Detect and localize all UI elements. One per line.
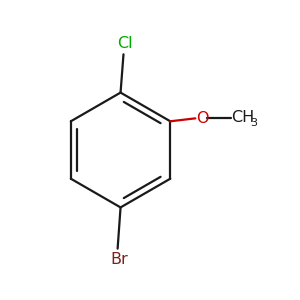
Text: Br: Br — [110, 253, 128, 268]
Text: CH: CH — [232, 110, 255, 125]
Text: O: O — [196, 111, 209, 126]
Text: Cl: Cl — [117, 36, 133, 51]
Text: 3: 3 — [251, 118, 258, 128]
